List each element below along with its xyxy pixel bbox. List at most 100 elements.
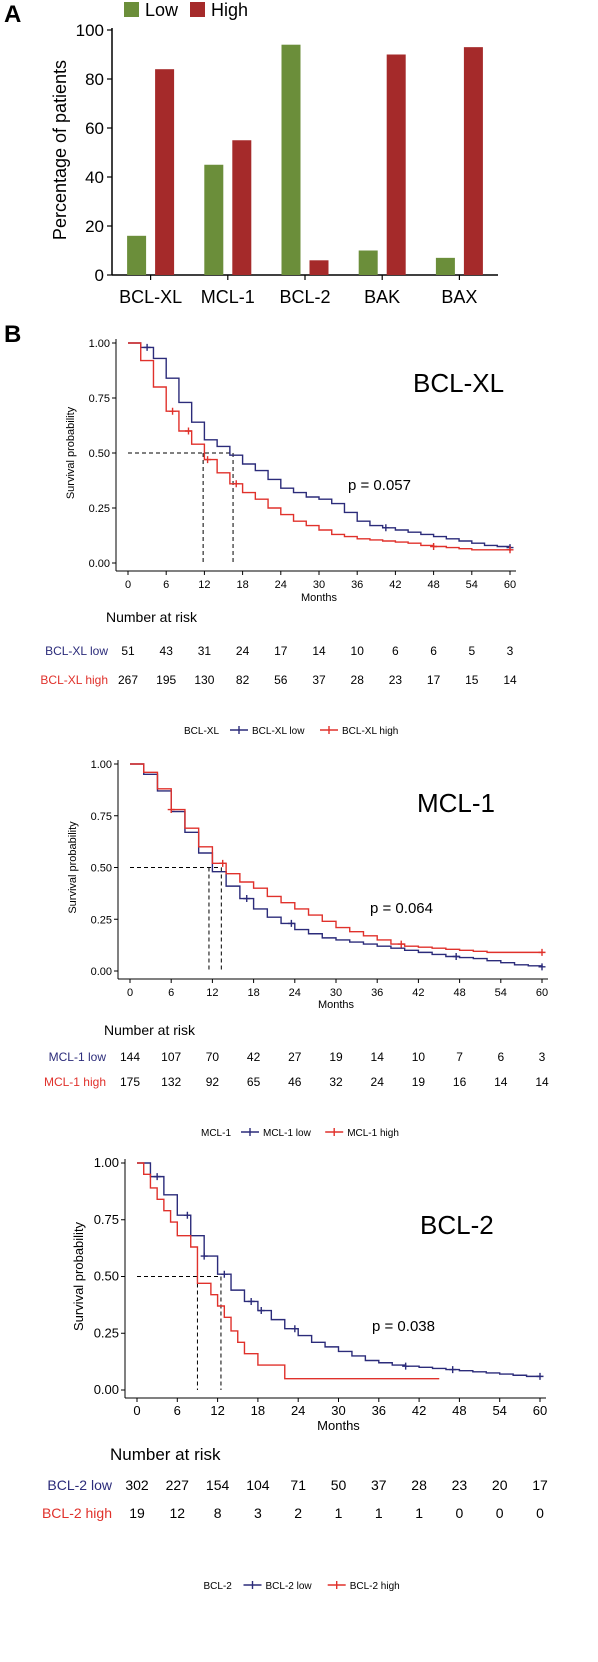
- km-x-tick-label: 12: [206, 987, 218, 999]
- risk-count: 227: [166, 1477, 190, 1493]
- km-y-tick-label: 1.00: [89, 338, 110, 350]
- risk-table-title: Number at risk: [106, 609, 198, 625]
- km-x-tick-label: 24: [289, 987, 301, 999]
- bar-y-tick-label: 20: [85, 217, 104, 236]
- risk-count: 2: [294, 1505, 302, 1521]
- bar-low-bcl-2: [281, 44, 301, 276]
- km-x-tick-label: 30: [330, 987, 342, 999]
- legend-swatch-high: [190, 2, 205, 17]
- bar-category-label: MCL-1: [201, 287, 255, 307]
- km-x-tick-label: 12: [210, 1403, 224, 1418]
- km-x-tick-label: 36: [371, 987, 383, 999]
- km-censor-mark: [184, 427, 192, 435]
- legend-swatch-low: [124, 2, 139, 17]
- km-y-tick-label: 0.75: [89, 393, 110, 405]
- risk-count: 32: [329, 1075, 343, 1089]
- risk-count: 82: [236, 673, 250, 687]
- bar-low-mcl-1: [204, 164, 224, 275]
- bar-high-bcl-xl: [155, 69, 175, 275]
- km-x-tick-label: 60: [533, 1403, 547, 1418]
- risk-count: 10: [412, 1050, 426, 1064]
- risk-count: 10: [351, 644, 365, 658]
- bar-category-label: BCL-XL: [119, 287, 182, 307]
- km-x-tick-label: 18: [236, 579, 248, 591]
- bar-y-tick-label: 40: [85, 168, 104, 187]
- km-legend-label: MCL-1 low: [263, 1128, 312, 1139]
- legend-label-high: High: [211, 0, 248, 20]
- risk-count: 19: [412, 1075, 426, 1089]
- km-censor-mark: [449, 1366, 457, 1374]
- km-y-tick-label: 0.50: [91, 863, 112, 875]
- km-censor-mark: [200, 1252, 208, 1260]
- bar-high-bcl-2: [309, 260, 329, 275]
- risk-count: 65: [247, 1075, 261, 1089]
- risk-row-label: MCL-1 low: [49, 1050, 107, 1064]
- risk-count: 24: [236, 644, 250, 658]
- risk-count: 16: [453, 1075, 467, 1089]
- bar-plot-area: 0 20 40 60 80 100 BCL-XL MCL-1 BCL-2 BAK BAX: [76, 21, 498, 307]
- risk-count: 14: [494, 1075, 508, 1089]
- risk-count: 15: [465, 673, 479, 687]
- bar-y-tick-label: 100: [76, 21, 104, 40]
- risk-count: 6: [497, 1050, 504, 1064]
- km-curve-mcl-1-high: [130, 763, 542, 954]
- bar-y-tick-label: 80: [85, 70, 104, 89]
- km-x-tick-label: 0: [127, 987, 133, 999]
- km-legend-label: MCL-1 high: [347, 1128, 399, 1139]
- risk-count: 28: [351, 673, 365, 687]
- km-censor-mark: [183, 1211, 191, 1219]
- risk-count: 6: [430, 644, 437, 658]
- km-censor-mark: [287, 919, 295, 927]
- bar-high-mcl-1: [232, 140, 252, 275]
- bar-high-bak: [386, 54, 406, 275]
- km-y-tick-label: 0.00: [89, 558, 110, 570]
- km-censor-mark: [243, 895, 251, 903]
- risk-count: 23: [389, 673, 403, 687]
- risk-count: 0: [496, 1505, 504, 1521]
- bar-category-label: BCL-2: [279, 287, 330, 307]
- risk-count: 132: [161, 1075, 181, 1089]
- risk-count: 50: [331, 1477, 347, 1493]
- km-x-tick-label: 48: [452, 1403, 466, 1418]
- legend-label-low: Low: [145, 0, 179, 20]
- risk-row-label: MCL-1 high: [44, 1075, 106, 1089]
- risk-count: 7: [456, 1050, 463, 1064]
- km-x-tick-label: 30: [313, 579, 325, 591]
- risk-count: 1: [335, 1505, 343, 1521]
- km-y-tick-label: 1.00: [91, 759, 112, 771]
- km-x-tick-label: 36: [351, 579, 363, 591]
- km-legend-label: BCL-XL high: [342, 726, 398, 737]
- risk-count: 3: [507, 644, 514, 658]
- bar-low-bak: [358, 250, 378, 275]
- km-y-tick-label: 0.00: [91, 966, 112, 978]
- km-chart-bcl-2: 0.000.250.500.751.000 6 12 18 24 30 36 42 48 54 60…: [42, 1155, 548, 1592]
- km-x-tick-label: 0: [125, 579, 131, 591]
- risk-count: 14: [535, 1075, 549, 1089]
- risk-count: 0: [536, 1505, 544, 1521]
- km-x-tick-label: 6: [168, 987, 174, 999]
- bar-y-tick-label: 60: [85, 119, 104, 138]
- km-censor-mark: [257, 1307, 265, 1315]
- panel-label-a: A: [4, 1, 21, 28]
- risk-count: 19: [129, 1505, 145, 1521]
- risk-count: 1: [375, 1505, 383, 1521]
- risk-count: 0: [456, 1505, 464, 1521]
- km-x-tick-label: 42: [412, 987, 424, 999]
- km-censor-mark: [291, 1325, 299, 1333]
- risk-count: 71: [290, 1477, 306, 1493]
- bar-category-label: BAX: [441, 287, 477, 307]
- km-y-tick-label: 0.00: [94, 1382, 119, 1397]
- km-y-tick-label: 0.25: [94, 1325, 119, 1340]
- km-y-tick-label: 0.75: [91, 811, 112, 823]
- km-x-tick-label: 48: [453, 987, 465, 999]
- risk-count: 14: [371, 1050, 385, 1064]
- km-p-value: p = 0.064: [370, 900, 433, 917]
- risk-count: 144: [120, 1050, 140, 1064]
- km-x-tick-label: 54: [495, 987, 507, 999]
- km-chart-mcl-1: 0.000.250.500.751.000 6 12 18 24 30 36 42 48 54 60…: [44, 759, 549, 1139]
- risk-count: 267: [118, 673, 138, 687]
- bar-chart: A Low High Percentage of patients 0 20 40 6…: [4, 0, 498, 307]
- km-legend-label: BCL-2 high: [350, 1581, 400, 1592]
- km-y-tick-label: 0.25: [91, 914, 112, 926]
- km-x-tick-label: 24: [291, 1403, 305, 1418]
